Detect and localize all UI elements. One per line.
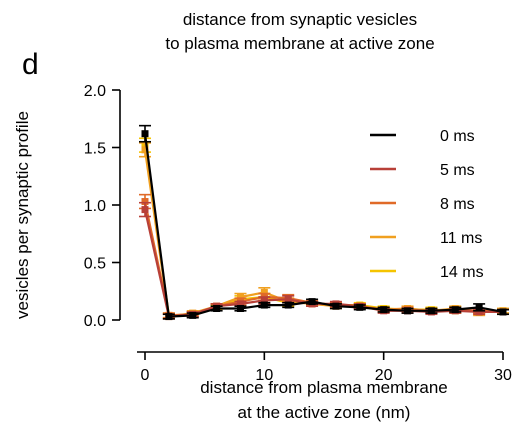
x-tick-label: 0: [141, 367, 150, 384]
data-point: [141, 198, 149, 206]
legend-label: 5 ms: [440, 162, 475, 179]
series-line: [143, 133, 504, 318]
legend: 0 ms 5 ms 8 ms 11 ms 14 ms: [370, 128, 484, 281]
y-tick-label: 1.0: [84, 198, 106, 215]
data-point: [141, 146, 149, 154]
data-point: [308, 298, 316, 306]
y-tick-label: 0.5: [84, 256, 106, 273]
legend-label: 11 ms: [440, 230, 482, 247]
panel-letter: d: [22, 48, 39, 81]
legend-item: 0 ms: [370, 128, 475, 145]
y-ticks: 0.0 0.5 1.0 1.5 2.0: [84, 83, 120, 330]
chart-title-line-2: to plasma membrane at active zone: [165, 34, 434, 53]
legend-item: 11 ms: [370, 230, 482, 247]
data-point: [236, 300, 244, 308]
data-point: [260, 288, 268, 296]
legend-label: 0 ms: [440, 128, 475, 145]
data-point: [213, 305, 221, 312]
data-point: [475, 308, 483, 316]
x-tick-label: 10: [255, 367, 273, 384]
data-point: [332, 302, 340, 310]
series-8-ms: [139, 193, 509, 319]
legend-item: 8 ms: [370, 196, 475, 213]
chart-title-line-1: distance from synaptic vesicles: [183, 10, 417, 29]
data-point: [451, 306, 459, 314]
legend-label: 8 ms: [440, 196, 475, 213]
data-point: [284, 301, 292, 309]
legend-item: 14 ms: [370, 264, 484, 281]
data-point: [427, 307, 435, 315]
x-axis-label-line-1: distance from plasma membrane: [200, 378, 448, 397]
data-point: [260, 296, 268, 304]
y-tick-label: 2.0: [84, 83, 106, 100]
x-axis-label-line-2: at the active zone (nm): [238, 403, 411, 422]
data-point: [260, 301, 268, 309]
series-0-ms: [139, 124, 509, 321]
data-point: [499, 308, 507, 316]
x-tick-label: 20: [375, 367, 393, 384]
data-point: [236, 305, 244, 312]
data-point: [236, 293, 244, 301]
data-point: [141, 130, 149, 138]
series-5-ms: [139, 201, 509, 321]
series-line: [143, 201, 504, 317]
data-point: [189, 311, 197, 319]
data-point: [284, 295, 292, 303]
plot-series: [139, 124, 509, 321]
x-tick-label: 30: [494, 367, 512, 384]
y-tick-label: 0.0: [84, 313, 106, 330]
y-axis-label: vesicles per synaptic profile: [13, 111, 32, 319]
data-point: [356, 303, 364, 311]
y-tick-label: 1.5: [84, 141, 106, 158]
legend-label: 14 ms: [440, 264, 484, 281]
data-point: [380, 306, 388, 314]
data-point: [165, 313, 173, 321]
legend-item: 5 ms: [370, 162, 475, 179]
data-point: [475, 303, 483, 311]
data-point: [404, 307, 412, 315]
data-point: [141, 206, 149, 214]
x-ticks: 0 10 20 30: [141, 352, 512, 384]
